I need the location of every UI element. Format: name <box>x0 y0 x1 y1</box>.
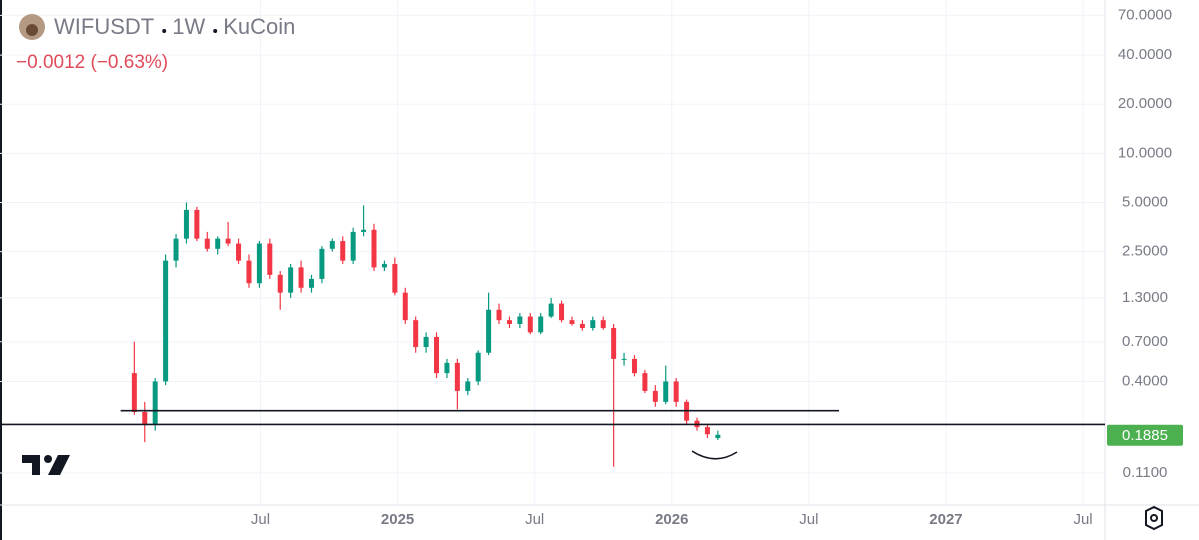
candle-body <box>267 243 273 275</box>
y-tick-label: 70.0000 <box>1118 6 1172 23</box>
x-tick-label: Jul <box>251 511 270 528</box>
candle-body <box>434 336 440 374</box>
candle-body <box>225 238 231 244</box>
candle-body <box>173 238 179 261</box>
candle-body <box>163 260 169 382</box>
drawn-curve <box>691 450 738 460</box>
candle-body <box>371 229 377 268</box>
candle-body <box>236 243 242 261</box>
candle-body <box>131 373 137 412</box>
y-tick-label: 0.4000 <box>1122 372 1168 389</box>
candle-body <box>454 362 460 391</box>
candle-body <box>308 278 314 288</box>
y-tick-label: 2.5000 <box>1122 243 1168 260</box>
candle-body <box>329 241 335 249</box>
candle-body <box>715 434 721 439</box>
candle-body <box>506 320 512 324</box>
x-tick-label: Jul <box>1073 511 1092 528</box>
candle-body <box>475 352 481 382</box>
x-tick-label: Jul <box>799 511 818 528</box>
candle-body <box>288 267 294 293</box>
settings-icon[interactable] <box>1145 505 1163 531</box>
header: WIFUSDT 1W KuCoin −0.0012 (−0.63%) <box>16 14 295 73</box>
logo-part <box>22 455 40 475</box>
candle-body <box>652 390 658 402</box>
logo-part <box>48 455 70 475</box>
symbol: WIFUSDT <box>54 14 154 39</box>
candle-body <box>392 263 398 293</box>
candle-body <box>548 303 554 317</box>
candle-body <box>642 373 648 391</box>
candle-body <box>673 381 679 402</box>
candle-body <box>559 303 565 321</box>
symbol-logo-face <box>26 24 38 36</box>
candle-body <box>204 238 210 249</box>
y-tick-label: 20.0000 <box>1118 95 1172 112</box>
x-tick-label: Jul <box>525 511 544 528</box>
candle-body <box>527 316 533 333</box>
candle-body <box>340 241 346 261</box>
candle-body <box>496 309 502 321</box>
candle-body <box>152 381 158 424</box>
candle-body <box>423 336 429 348</box>
y-tick-label: 10.0000 <box>1118 144 1172 161</box>
candle-body <box>413 320 419 348</box>
x-tick-label: 2027 <box>929 511 962 528</box>
candle-body <box>402 292 408 321</box>
y-tick-label: 0.1100 <box>1123 464 1168 481</box>
logo-part <box>44 455 52 463</box>
y-tick-label: 1.3000 <box>1122 289 1168 306</box>
candle-body <box>350 231 356 261</box>
candle-body <box>194 209 200 239</box>
candle-body <box>215 238 221 249</box>
candle-body <box>631 358 637 374</box>
separator-dot <box>213 29 218 33</box>
y-tick-label: 5.0000 <box>1122 193 1168 210</box>
candle-body <box>517 316 523 324</box>
interval: 1W <box>172 14 205 39</box>
candle-body <box>256 243 262 284</box>
candle-body <box>621 358 627 360</box>
candle-body <box>361 229 367 232</box>
candle-body <box>569 320 575 324</box>
separator-dot <box>162 29 167 33</box>
candle-body <box>704 427 710 435</box>
candle-body <box>590 320 596 329</box>
candle-body <box>298 267 304 288</box>
x-tick-label: 2025 <box>381 511 414 528</box>
candle-body <box>277 274 283 293</box>
x-tick-label: 2026 <box>655 511 688 528</box>
last-price-tag <box>1107 424 1183 446</box>
y-tick-label: 0.7000 <box>1122 333 1168 350</box>
candle-body <box>381 263 387 268</box>
candle-body <box>246 260 252 284</box>
candle-body <box>579 323 585 329</box>
candle-body <box>465 381 471 391</box>
candle-body <box>444 362 450 374</box>
price-change: −0.0012 (−0.63%) <box>16 52 168 73</box>
settings-icon-center[interactable] <box>1150 514 1158 522</box>
tradingview-logo <box>22 455 70 475</box>
y-tick-label: 40.0000 <box>1118 46 1172 63</box>
candle-body <box>611 328 617 359</box>
candle-body <box>486 309 492 353</box>
candle-body <box>600 320 606 329</box>
exchange: KuCoin <box>223 14 295 39</box>
candle-body <box>183 209 189 239</box>
candle-body <box>319 248 325 279</box>
candle-body <box>663 381 669 402</box>
settings-button[interactable] <box>1145 505 1163 531</box>
candle-body <box>142 411 148 424</box>
last-price-label: 0.1885 <box>1122 427 1168 444</box>
candle-body <box>538 316 544 333</box>
